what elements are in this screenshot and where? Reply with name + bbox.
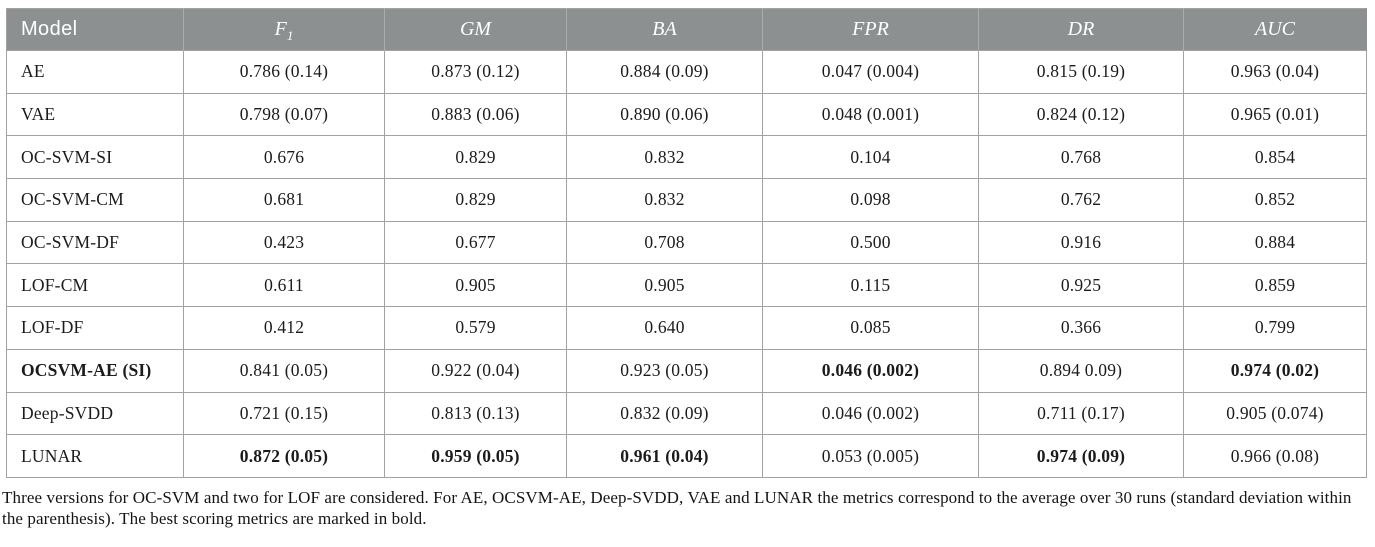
table-row: Deep-SVDD 0.721 (0.15) 0.813 (0.13) 0.832 (… bbox=[6, 391, 1367, 436]
table-row: OCSVM-AE (SI) 0.841 (0.05) 0.922 (0.04) 0.9… bbox=[6, 348, 1367, 393]
model-cell: LOF-DF bbox=[6, 306, 184, 350]
cell-ba: 0.923 (0.05) bbox=[566, 348, 763, 393]
column-header-label: DR bbox=[1067, 18, 1095, 40]
model-cell: OC-SVM-CM bbox=[6, 178, 184, 222]
cell-gm: 0.579 bbox=[384, 306, 567, 350]
cell-ba: 0.832 bbox=[566, 135, 763, 180]
cell-auc: 0.965 (0.01) bbox=[1183, 92, 1367, 137]
table-row: OC-SVM-DF 0.423 0.677 0.708 0.500 0.916 0.884 bbox=[6, 220, 1367, 265]
model-cell: OC-SVM-DF bbox=[6, 220, 184, 265]
cell-auc: 0.859 bbox=[1183, 263, 1367, 308]
cell-dr: 0.711 (0.17) bbox=[978, 391, 1184, 436]
cell-ba: 0.708 bbox=[566, 220, 763, 265]
column-header-label: BA bbox=[652, 18, 677, 40]
column-header-subscript: 1 bbox=[286, 28, 294, 43]
column-header-ba: BA bbox=[566, 8, 763, 51]
model-cell: VAE bbox=[6, 92, 184, 137]
column-header-label: FPR bbox=[852, 18, 889, 40]
cell-auc: 0.799 bbox=[1183, 306, 1367, 350]
cell-f1: 0.681 bbox=[183, 178, 385, 222]
table-row: LUNAR 0.872 (0.05) 0.959 (0.05) 0.961 (0.04… bbox=[6, 434, 1367, 478]
cell-gm: 0.873 (0.12) bbox=[384, 50, 567, 94]
cell-dr: 0.894 0.09) bbox=[978, 348, 1184, 393]
cell-auc: 0.884 bbox=[1183, 220, 1367, 265]
cell-fpr: 0.046 (0.002) bbox=[762, 391, 979, 436]
cell-ba: 0.832 (0.09) bbox=[566, 391, 763, 436]
cell-auc: 0.852 bbox=[1183, 178, 1367, 222]
cell-auc: 0.966 (0.08) bbox=[1183, 434, 1367, 478]
cell-f1: 0.798 (0.07) bbox=[183, 92, 385, 137]
model-cell: LUNAR bbox=[6, 434, 184, 478]
table-caption: Three versions for OC-SVM and two for LO… bbox=[2, 487, 1352, 529]
cell-ba: 0.832 bbox=[566, 178, 763, 222]
cell-gm: 0.959 (0.05) bbox=[384, 434, 567, 478]
column-header-f1: F1 bbox=[183, 8, 385, 51]
cell-gm: 0.829 bbox=[384, 178, 567, 222]
cell-gm: 0.922 (0.04) bbox=[384, 348, 567, 393]
cell-fpr: 0.046 (0.002) bbox=[762, 348, 979, 393]
column-header-label: GM bbox=[459, 18, 492, 40]
table-row: LOF-CM 0.611 0.905 0.905 0.115 0.925 0.859 bbox=[6, 263, 1367, 308]
cell-f1: 0.423 bbox=[183, 220, 385, 265]
cell-fpr: 0.500 bbox=[762, 220, 979, 265]
cell-gm: 0.813 (0.13) bbox=[384, 391, 567, 436]
header-row: Model F1 GM BA FPR DR AUC bbox=[6, 8, 1367, 51]
cell-f1: 0.872 (0.05) bbox=[183, 434, 385, 478]
cell-fpr: 0.048 (0.001) bbox=[762, 92, 979, 137]
cell-dr: 0.815 (0.19) bbox=[978, 50, 1184, 94]
metrics-table: Model F1 GM BA FPR DR AUC AE 0.786 (0.14) 0.873 … bbox=[6, 8, 1367, 478]
column-header-label: F1 bbox=[274, 18, 294, 43]
column-header-dr: DR bbox=[978, 8, 1184, 51]
column-header-gm: GM bbox=[384, 8, 567, 51]
cell-ba: 0.640 bbox=[566, 306, 763, 350]
cell-gm: 0.829 bbox=[384, 135, 567, 180]
cell-ba: 0.961 (0.04) bbox=[566, 434, 763, 478]
model-cell: LOF-CM bbox=[6, 263, 184, 308]
paper-table-page: Model F1 GM BA FPR DR AUC AE 0.786 (0.14) 0.873 … bbox=[0, 8, 1375, 547]
cell-auc: 0.974 (0.02) bbox=[1183, 348, 1367, 393]
column-header-fpr: FPR bbox=[762, 8, 979, 51]
model-cell: OCSVM-AE (SI) bbox=[6, 348, 184, 393]
cell-fpr: 0.104 bbox=[762, 135, 979, 180]
cell-dr: 0.916 bbox=[978, 220, 1184, 265]
cell-gm: 0.677 bbox=[384, 220, 567, 265]
cell-dr: 0.925 bbox=[978, 263, 1184, 308]
cell-f1: 0.786 (0.14) bbox=[183, 50, 385, 94]
cell-dr: 0.768 bbox=[978, 135, 1184, 180]
cell-gm: 0.883 (0.06) bbox=[384, 92, 567, 137]
cell-f1: 0.676 bbox=[183, 135, 385, 180]
cell-ba: 0.905 bbox=[566, 263, 763, 308]
cell-fpr: 0.053 (0.005) bbox=[762, 434, 979, 478]
cell-dr: 0.974 (0.09) bbox=[978, 434, 1184, 478]
cell-gm: 0.905 bbox=[384, 263, 567, 308]
table-row: VAE 0.798 (0.07) 0.883 (0.06) 0.890 (0.06) 0… bbox=[6, 92, 1367, 137]
cell-f1: 0.841 (0.05) bbox=[183, 348, 385, 393]
column-header-label: AUC bbox=[1255, 18, 1295, 40]
cell-fpr: 0.115 bbox=[762, 263, 979, 308]
table-row: OC-SVM-SI 0.676 0.829 0.832 0.104 0.768 0.854 bbox=[6, 135, 1367, 180]
cell-dr: 0.824 (0.12) bbox=[978, 92, 1184, 137]
model-cell: AE bbox=[6, 50, 184, 94]
cell-f1: 0.412 bbox=[183, 306, 385, 350]
cell-f1: 0.721 (0.15) bbox=[183, 391, 385, 436]
cell-ba: 0.890 (0.06) bbox=[566, 92, 763, 137]
cell-fpr: 0.098 bbox=[762, 178, 979, 222]
cell-ba: 0.884 (0.09) bbox=[566, 50, 763, 94]
table-row: AE 0.786 (0.14) 0.873 (0.12) 0.884 (0.09) 0.… bbox=[6, 50, 1367, 94]
table-row: OC-SVM-CM 0.681 0.829 0.832 0.098 0.762 0.852 bbox=[6, 178, 1367, 222]
cell-f1: 0.611 bbox=[183, 263, 385, 308]
cell-auc: 0.963 (0.04) bbox=[1183, 50, 1367, 94]
column-header-auc: AUC bbox=[1183, 8, 1367, 51]
cell-auc: 0.905 (0.074) bbox=[1183, 391, 1367, 436]
model-cell: Deep-SVDD bbox=[6, 391, 184, 436]
table-row: LOF-DF 0.412 0.579 0.640 0.085 0.366 0.799 bbox=[6, 306, 1367, 350]
cell-dr: 0.762 bbox=[978, 178, 1184, 222]
model-cell: OC-SVM-SI bbox=[6, 135, 184, 180]
cell-auc: 0.854 bbox=[1183, 135, 1367, 180]
cell-dr: 0.366 bbox=[978, 306, 1184, 350]
cell-fpr: 0.047 (0.004) bbox=[762, 50, 979, 94]
cell-fpr: 0.085 bbox=[762, 306, 979, 350]
column-header-model: Model bbox=[6, 8, 184, 51]
